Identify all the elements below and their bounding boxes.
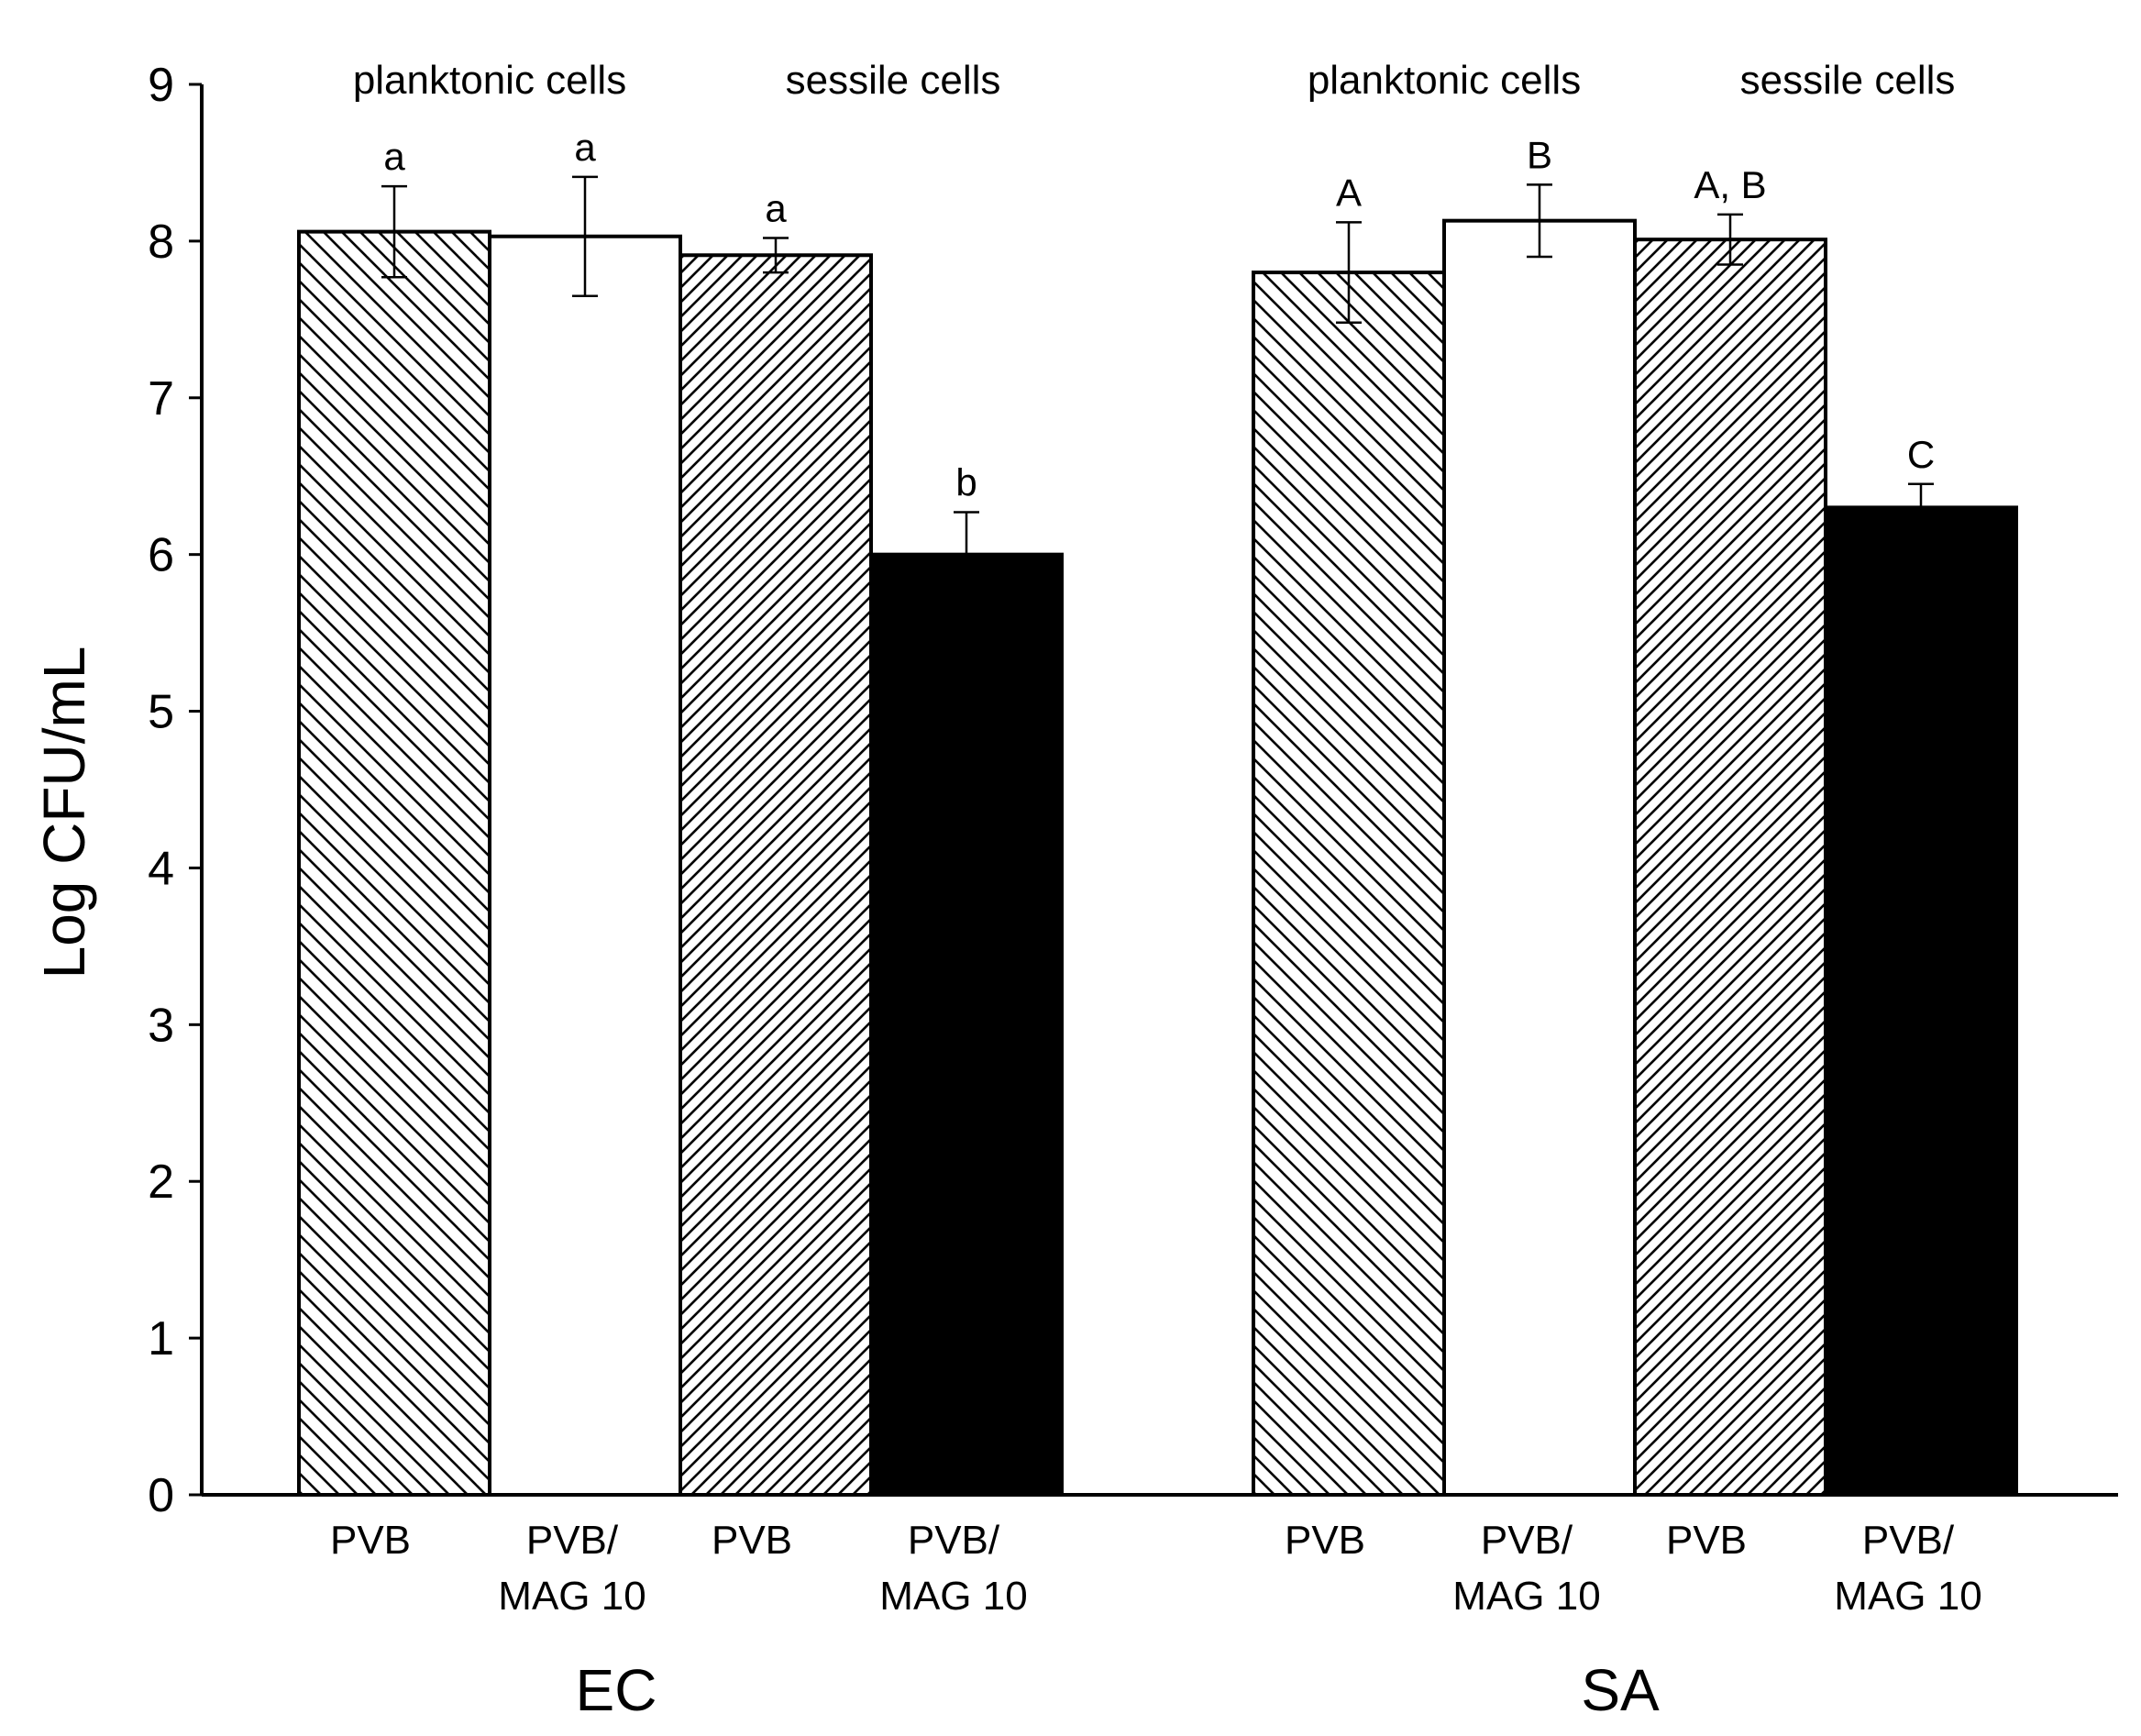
- x-category-label: PVB: [1285, 1518, 1365, 1563]
- significance-letter: a: [765, 186, 787, 229]
- y-tick-label: 4: [148, 842, 174, 895]
- x-category-label-line2: MAG 10: [1452, 1574, 1600, 1619]
- bar-SA-4: [1824, 505, 2018, 1497]
- x-category-label: PVB: [712, 1518, 792, 1563]
- bar-SA-1: [1252, 271, 1446, 1498]
- group-label-SA: SA: [1581, 1657, 1660, 1723]
- x-category-label: PVB/: [908, 1518, 1000, 1563]
- section-label-planktonic: planktonic cells: [353, 58, 626, 103]
- significance-letter: b: [955, 461, 977, 504]
- section-label-sessile: sessile cells: [1740, 58, 1956, 103]
- bar-SA-2: [1442, 218, 1637, 1497]
- significance-letter: B: [1527, 133, 1552, 176]
- bar-EC-2: [488, 234, 682, 1497]
- x-category-label-line2: MAG 10: [498, 1574, 646, 1619]
- y-tick-label: 2: [148, 1155, 174, 1209]
- significance-letter: A, B: [1694, 163, 1766, 206]
- y-tick-label: 9: [148, 59, 174, 112]
- bar-EC-4: [869, 552, 1064, 1498]
- x-category-label-line2: MAG 10: [1834, 1574, 1981, 1619]
- significance-letter: a: [383, 135, 405, 178]
- y-tick-label: 5: [148, 686, 174, 739]
- y-tick-label: 0: [148, 1469, 174, 1522]
- bar-EC-1: [297, 229, 491, 1498]
- x-category-label: PVB: [330, 1518, 411, 1563]
- y-tick-label: 1: [148, 1312, 174, 1366]
- significance-letter: C: [1907, 433, 1935, 476]
- y-axis-title: Log CFU/mL: [31, 647, 97, 979]
- x-category-label-line2: MAG 10: [879, 1574, 1027, 1619]
- y-tick-label: 3: [148, 999, 174, 1052]
- bar-EC-3: [679, 253, 873, 1497]
- y-tick-label: 6: [148, 529, 174, 582]
- section-label-planktonic: planktonic cells: [1308, 58, 1581, 103]
- significance-letter: A: [1336, 171, 1362, 214]
- section-label-sessile: sessile cells: [786, 58, 1001, 103]
- y-tick-label: 7: [148, 372, 174, 426]
- x-category-label: PVB/: [1862, 1518, 1955, 1563]
- bar-SA-3: [1633, 238, 1827, 1497]
- x-category-label: PVB/: [526, 1518, 619, 1563]
- significance-letter: a: [574, 126, 596, 169]
- y-tick-label: 8: [148, 216, 174, 269]
- plot-area: 0 1 2 3 4 5 6 7 8 9 Log CFU/mL a PVB a PVB/MAG 10 a PVB b…: [31, 58, 2118, 1723]
- x-category-label: PVB: [1666, 1518, 1747, 1563]
- x-category-label: PVB/: [1481, 1518, 1573, 1563]
- group-label-EC: EC: [576, 1657, 657, 1723]
